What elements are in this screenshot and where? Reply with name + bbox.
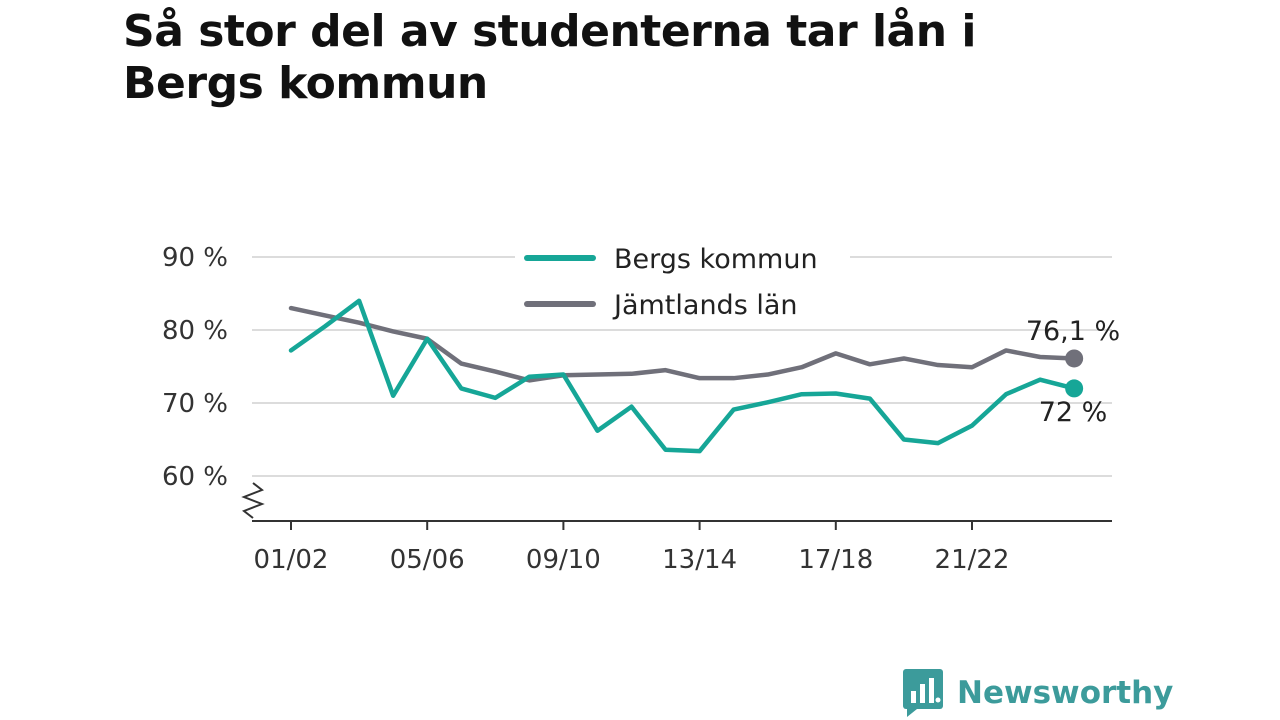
legend: Bergs kommun Jämtlands län: [515, 232, 850, 328]
newsworthy-logo-icon: [903, 669, 943, 717]
series-end-label: 72 %: [1039, 397, 1108, 428]
y-tick-label: 80 %: [162, 316, 228, 346]
series-end-marker: [1065, 349, 1084, 368]
x-tick-label: 05/06: [390, 545, 465, 575]
y-tick-label: 90 %: [162, 243, 228, 273]
series-line-jamtlands-lan: [288, 305, 1077, 383]
y-tick-label: 70 %: [162, 389, 228, 419]
axis-break-mark: [241, 482, 265, 519]
x-tick-label: 13/14: [662, 545, 737, 575]
brand-logo: Newsworthy: [903, 668, 1173, 718]
x-tick-label: 17/18: [798, 545, 873, 575]
brand-name: Newsworthy: [957, 675, 1174, 711]
x-tick-label: 01/02: [254, 545, 329, 575]
series-end-label: 76,1 %: [1026, 316, 1120, 347]
series-line-bergs-kommun: [288, 298, 1077, 454]
line-chart: 60 % 70 % 80 % 90 % 01/02 05/06 09/10 13/14 17/…: [161, 232, 1121, 575]
series-end-marker: [1065, 379, 1084, 398]
x-axis: 01/02 05/06 09/10 13/14 17/18 21/22: [252, 520, 1112, 575]
series-lines: [288, 298, 1084, 454]
end-labels: 72 % 76,1 %: [1026, 316, 1120, 428]
y-tick-label: 60 %: [162, 462, 228, 492]
legend-label: Jämtlands län: [612, 290, 798, 321]
legend-background: [515, 232, 850, 328]
x-tick-label: 09/10: [526, 545, 601, 575]
x-tick-label: 21/22: [935, 545, 1010, 575]
y-axis: 60 % 70 % 80 % 90 %: [162, 243, 265, 519]
legend-label: Bergs kommun: [614, 244, 818, 275]
chart-title: Så stor del av studenterna tar lån i Ber…: [123, 6, 976, 109]
